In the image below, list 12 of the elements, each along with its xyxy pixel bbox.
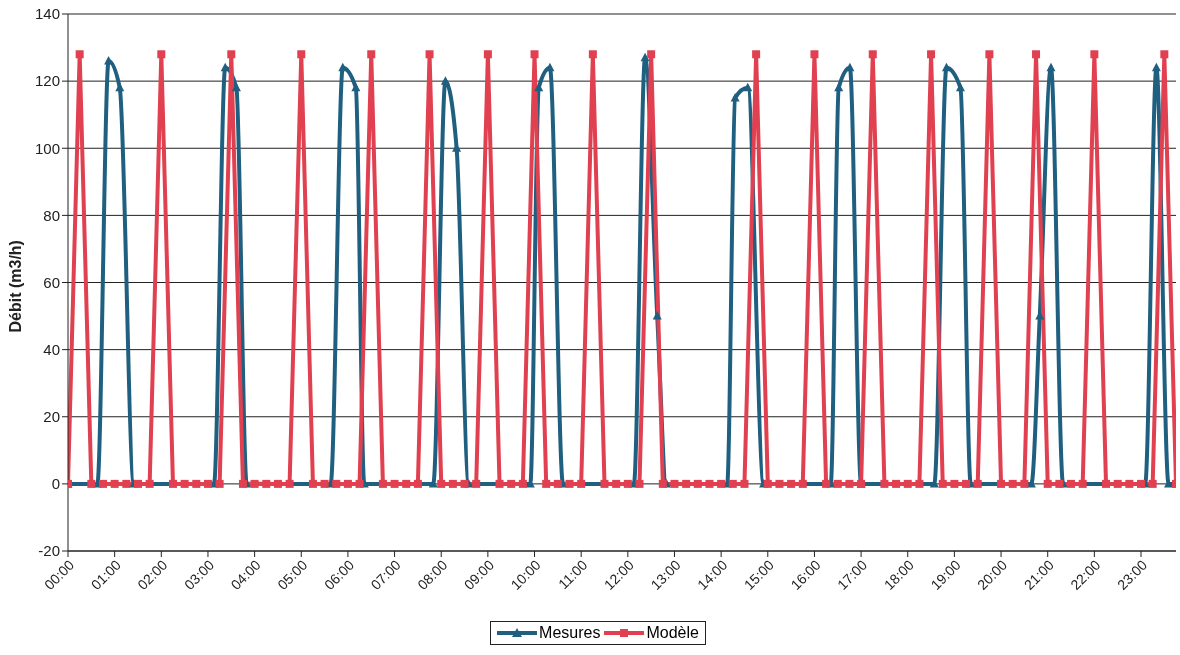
y-tick-label: 80 — [43, 206, 60, 224]
y-tick-label: 40 — [43, 340, 60, 358]
y-tick-label: 120 — [34, 72, 60, 90]
y-tick-label: 140 — [34, 5, 60, 23]
y-tick-label: 60 — [43, 273, 60, 291]
y-axis-title: Débit (m3/h) — [6, 240, 24, 333]
y-tick-label: -20 — [38, 542, 60, 560]
legend-label: Modèle — [646, 624, 699, 642]
y-tick-label: 100 — [34, 139, 60, 157]
y-tick-label: 0 — [51, 475, 60, 493]
y-tick-label: 20 — [43, 408, 60, 426]
legend-label: Mesures — [539, 624, 601, 642]
